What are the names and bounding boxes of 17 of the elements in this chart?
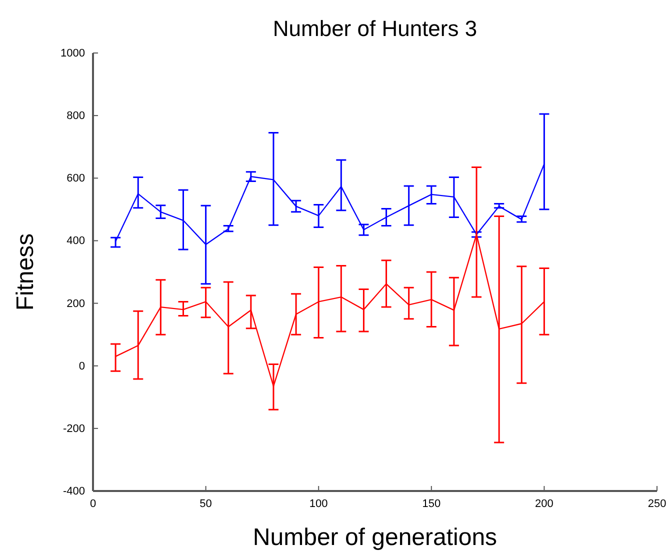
x-tick-label: 150	[422, 498, 441, 510]
chart-title: Number of Hunters 3	[272, 16, 478, 41]
y-tick-label: -400	[62, 486, 85, 498]
y-tick-label: 800	[66, 110, 85, 122]
y-tick-label: 0	[78, 360, 85, 372]
x-axis-title: Number of generations	[252, 524, 498, 551]
y-tick-label: 200	[66, 298, 85, 310]
x-tick-label: 0	[90, 498, 96, 510]
x-tick-label: 100	[309, 498, 328, 510]
y-tick-label: -200	[62, 422, 85, 435]
x-tick-label: 250	[648, 498, 666, 510]
y-tick-label: 600	[66, 172, 85, 185]
x-tick-label: 50	[200, 498, 212, 510]
y-axis-title: Fitness	[12, 233, 39, 311]
y-tick-label: 400	[66, 235, 85, 248]
x-tick-label: 200	[535, 498, 554, 510]
y-tick-label: 1000	[60, 48, 85, 60]
